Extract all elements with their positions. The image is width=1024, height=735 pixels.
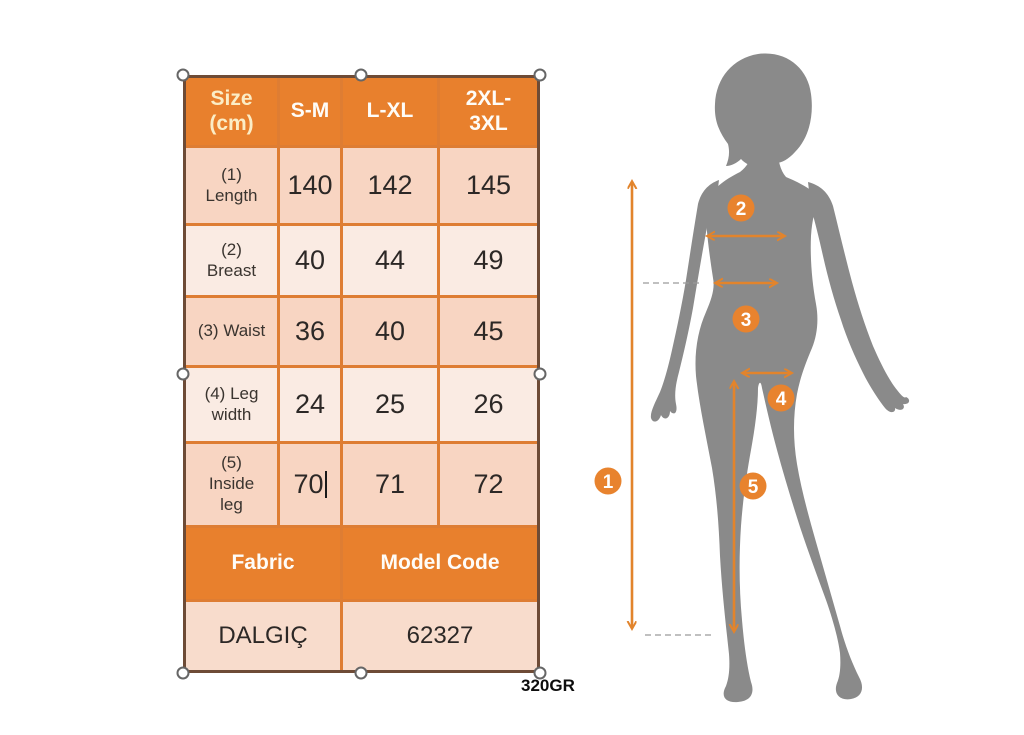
value-waist-2xl3xl[interactable]: 45 bbox=[440, 298, 537, 365]
value-leg-width-lxl[interactable]: 25 bbox=[343, 368, 437, 441]
model-code-header[interactable]: Model Code bbox=[343, 528, 537, 599]
column-header-2xl3xl[interactable]: 2XL- 3XL bbox=[440, 78, 537, 145]
value-length-2xl3xl[interactable]: 145 bbox=[440, 148, 537, 223]
badge-4-number: 4 bbox=[776, 389, 787, 410]
badge-1-circle bbox=[594, 467, 622, 495]
row-label-inside-leg[interactable]: (5) Inside leg bbox=[186, 444, 277, 525]
value-inside-leg-sm[interactable]: 70 bbox=[280, 444, 340, 525]
text-cursor bbox=[324, 471, 327, 498]
silhouette-left-arm bbox=[650, 180, 719, 422]
selection-handle-bottom-center[interactable] bbox=[354, 666, 368, 680]
woman-silhouette bbox=[650, 53, 910, 703]
badge-1-number: 1 bbox=[603, 472, 614, 493]
silhouette-right-arm bbox=[808, 182, 910, 413]
badge-5-circle bbox=[739, 472, 767, 500]
selection-handle-bottom-left[interactable] bbox=[176, 666, 190, 680]
value-inside-leg-lxl[interactable]: 71 bbox=[343, 444, 437, 525]
selection-handle-bottom-right[interactable] bbox=[533, 666, 547, 680]
weight-note[interactable]: 320GR bbox=[521, 676, 575, 695]
value-length-lxl[interactable]: 142 bbox=[343, 148, 437, 223]
size-chart-table[interactable]: Size (cm) S-M L-XL 2XL- 3XL (1) Length 1… bbox=[183, 75, 540, 673]
value-breast-2xl3xl[interactable]: 49 bbox=[440, 226, 537, 295]
value-leg-width-sm[interactable]: 24 bbox=[280, 368, 340, 441]
measurement-figure[interactable]: 1 2 3 4 5 bbox=[590, 40, 930, 710]
row-label-breast[interactable]: (2) Breast bbox=[186, 226, 277, 295]
row-label-leg-width[interactable]: (4) Leg width bbox=[186, 368, 277, 441]
selection-handle-top-center[interactable] bbox=[354, 68, 368, 82]
badge-5-number: 5 bbox=[748, 477, 759, 498]
fabric-header[interactable]: Fabric bbox=[186, 528, 340, 599]
value-length-sm[interactable]: 140 bbox=[280, 148, 340, 223]
badge-3-number: 3 bbox=[741, 310, 752, 331]
column-header-sm[interactable]: S-M bbox=[280, 78, 340, 145]
model-code-value[interactable]: 62327 bbox=[343, 602, 537, 670]
selection-handle-top-right[interactable] bbox=[533, 68, 547, 82]
badge-2-number: 2 bbox=[736, 199, 747, 220]
column-header-lxl[interactable]: L-XL bbox=[343, 78, 437, 145]
value-waist-lxl[interactable]: 40 bbox=[343, 298, 437, 365]
value-leg-width-2xl3xl[interactable]: 26 bbox=[440, 368, 537, 441]
badge-3-circle bbox=[732, 305, 760, 333]
value-breast-sm[interactable]: 40 bbox=[280, 226, 340, 295]
fabric-value[interactable]: DALGIÇ bbox=[186, 602, 340, 670]
measurement-arrows bbox=[632, 182, 791, 631]
value-inside-leg-2xl3xl[interactable]: 72 bbox=[440, 444, 537, 525]
value-inside-leg-sm-text: 70 bbox=[293, 469, 324, 499]
badge-4-circle bbox=[767, 384, 795, 412]
selection-handle-middle-right[interactable] bbox=[533, 367, 547, 381]
value-breast-lxl[interactable]: 44 bbox=[343, 226, 437, 295]
measure-badges: 1 2 3 4 5 bbox=[594, 194, 795, 500]
selection-handle-top-left[interactable] bbox=[176, 68, 190, 82]
badge-2-circle bbox=[727, 194, 755, 222]
selection-handle-middle-left[interactable] bbox=[176, 367, 190, 381]
row-label-length[interactable]: (1) Length bbox=[186, 148, 277, 223]
row-label-waist[interactable]: (3) Waist bbox=[186, 298, 277, 365]
value-waist-sm[interactable]: 36 bbox=[280, 298, 340, 365]
silhouette-head bbox=[714, 53, 812, 168]
size-unit-header[interactable]: Size (cm) bbox=[186, 78, 277, 145]
